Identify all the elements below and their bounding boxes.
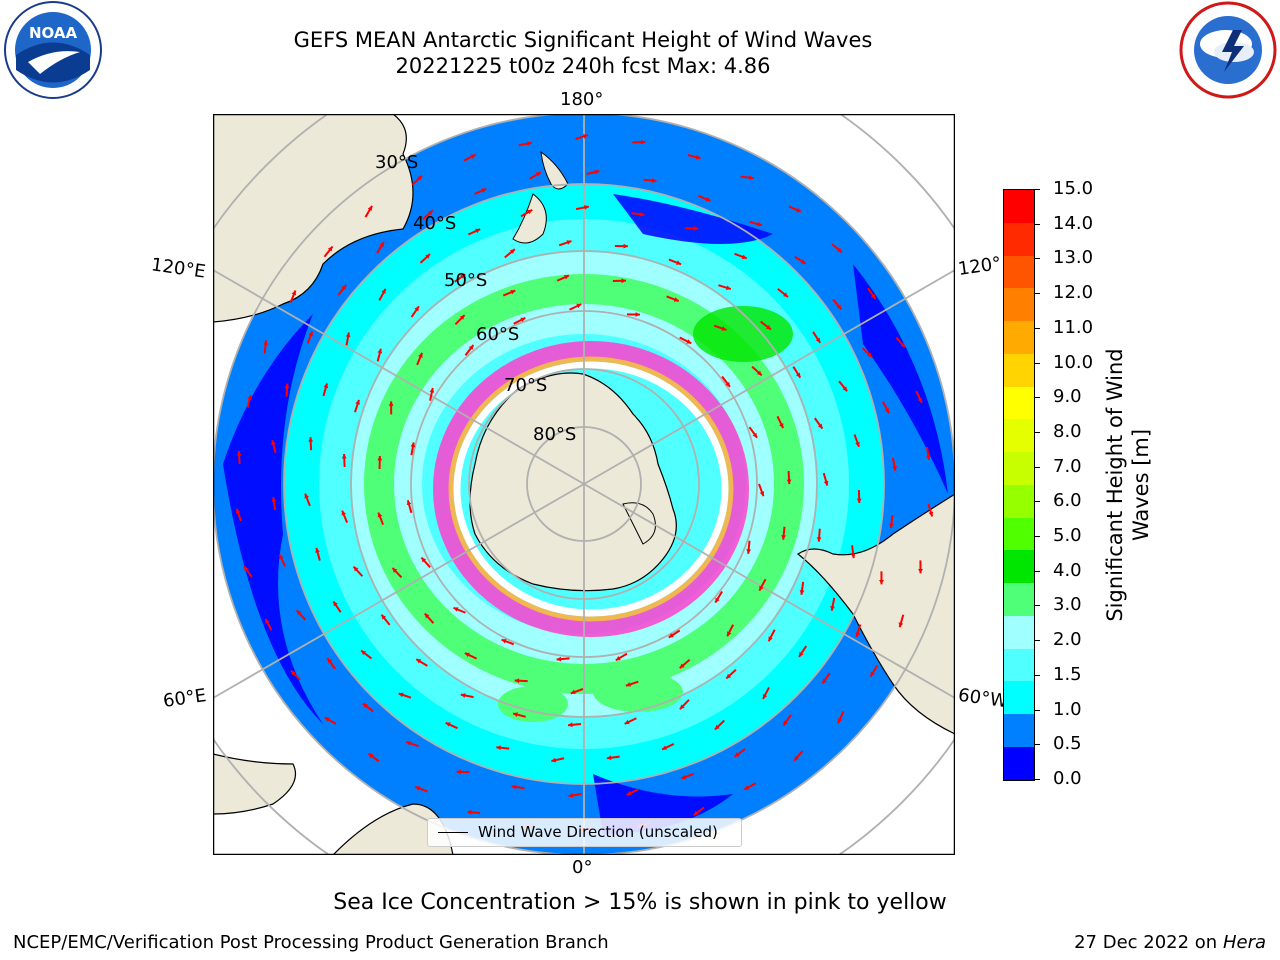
colorbar-tick-mark xyxy=(1034,501,1040,502)
colorbar-tick-label: 2.0 xyxy=(1053,629,1082,650)
colorbar-tick-label: 3.0 xyxy=(1053,594,1082,615)
colorbar-tick-mark xyxy=(1034,293,1040,294)
colorbar-segment xyxy=(1004,354,1034,387)
lat-label-30s: 30°S xyxy=(375,152,418,173)
colorbar-tick-label: 10.0 xyxy=(1053,352,1093,373)
map-legend: Wind Wave Direction (unscaled) xyxy=(427,818,742,847)
lat-label-50s: 50°S xyxy=(444,270,487,291)
colorbar-segment xyxy=(1004,714,1034,747)
colorbar-title: Significant Height of Wind Waves [m] xyxy=(1102,348,1154,621)
colorbar-tick-mark xyxy=(1034,467,1040,468)
colorbar-tick-mark xyxy=(1034,328,1040,329)
colorbar xyxy=(1003,189,1035,781)
svg-text:NOAA: NOAA xyxy=(29,24,78,42)
colorbar-segment xyxy=(1004,288,1034,321)
colorbar-segment xyxy=(1004,321,1034,354)
colorbar-segment xyxy=(1004,256,1034,289)
lon-label-60e: 60°E xyxy=(162,685,208,712)
colorbar-tick-mark xyxy=(1034,224,1040,225)
colorbar-tick-mark xyxy=(1034,744,1040,745)
lon-label-0: 0° xyxy=(572,857,592,878)
lat-label-60s: 60°S xyxy=(476,324,519,345)
colorbar-tick-mark xyxy=(1034,397,1040,398)
colorbar-segment xyxy=(1004,583,1034,616)
colorbar-tick-label: 0.0 xyxy=(1053,768,1082,789)
colorbar-segment xyxy=(1004,681,1034,714)
lon-label-120e: 120°E xyxy=(150,254,207,282)
lon-label-180: 180° xyxy=(560,89,603,110)
lat-label-40s: 40°S xyxy=(413,213,456,234)
lat-label-70s: 70°S xyxy=(504,375,547,396)
colorbar-tick-label: 1.0 xyxy=(1053,699,1082,720)
colorbar-tick-label: 13.0 xyxy=(1053,247,1093,268)
colorbar-tick-label: 7.0 xyxy=(1053,456,1082,477)
colorbar-segment xyxy=(1004,550,1034,583)
colorbar-tick-label: 14.0 xyxy=(1053,213,1093,234)
credit-text: NCEP/EMC/Verification Post Processing Pr… xyxy=(13,932,609,953)
colorbar-tick-mark xyxy=(1034,710,1040,711)
colorbar-segment xyxy=(1004,518,1034,551)
colorbar-segment xyxy=(1004,649,1034,682)
date-stamp: 27 Dec 2022 on Hera xyxy=(1074,932,1266,953)
colorbar-tick-mark xyxy=(1034,571,1040,572)
colorbar-tick-label: 15.0 xyxy=(1053,178,1093,199)
colorbar-segment xyxy=(1004,419,1034,452)
colorbar-tick-label: 9.0 xyxy=(1053,386,1082,407)
colorbar-tick-mark xyxy=(1034,258,1040,259)
colorbar-tick-label: 0.5 xyxy=(1053,733,1082,754)
colorbar-tick-label: 6.0 xyxy=(1053,490,1082,511)
colorbar-segment xyxy=(1004,747,1034,780)
lon-label-60w: 60°W xyxy=(957,685,1009,713)
colorbar-tick-mark xyxy=(1034,363,1040,364)
colorbar-segment xyxy=(1004,190,1034,223)
colorbar-tick-label: 11.0 xyxy=(1053,317,1093,338)
colorbar-tick-label: 4.0 xyxy=(1053,560,1082,581)
colorbar-tick-label: 12.0 xyxy=(1053,282,1093,303)
colorbar-tick-mark xyxy=(1034,605,1040,606)
colorbar-segment xyxy=(1004,616,1034,649)
colorbar-tick-mark xyxy=(1034,675,1040,676)
legend-label: Wind Wave Direction (unscaled) xyxy=(478,823,718,841)
map-title: GEFS MEAN Antarctic Significant Height o… xyxy=(0,27,1166,53)
noaa-logo: NOAA xyxy=(0,0,108,100)
colorbar-tick-mark xyxy=(1034,432,1040,433)
colorbar-tick-mark xyxy=(1034,779,1040,780)
colorbar-tick-label: 1.5 xyxy=(1053,664,1082,685)
colorbar-segment xyxy=(1004,387,1034,420)
colorbar-tick-mark xyxy=(1034,536,1040,537)
national-weather-service-logo xyxy=(1178,0,1280,100)
colorbar-tick-label: 8.0 xyxy=(1053,421,1082,442)
colorbar-segment xyxy=(1004,485,1034,518)
colorbar-segment xyxy=(1004,223,1034,256)
legend-line-icon xyxy=(438,832,468,833)
colorbar-tick-mark xyxy=(1034,640,1040,641)
colorbar-tick-mark xyxy=(1034,189,1040,190)
lon-label-120w: 120° xyxy=(957,253,1003,280)
sea-ice-caption: Sea Ice Concentration > 15% is shown in … xyxy=(0,890,1280,915)
polar-map xyxy=(213,114,955,855)
colorbar-segment xyxy=(1004,452,1034,485)
colorbar-tick-label: 5.0 xyxy=(1053,525,1082,546)
lat-label-80s: 80°S xyxy=(533,424,576,445)
map-subtitle: 20221225 t00z 240h fcst Max: 4.86 xyxy=(0,53,1166,79)
